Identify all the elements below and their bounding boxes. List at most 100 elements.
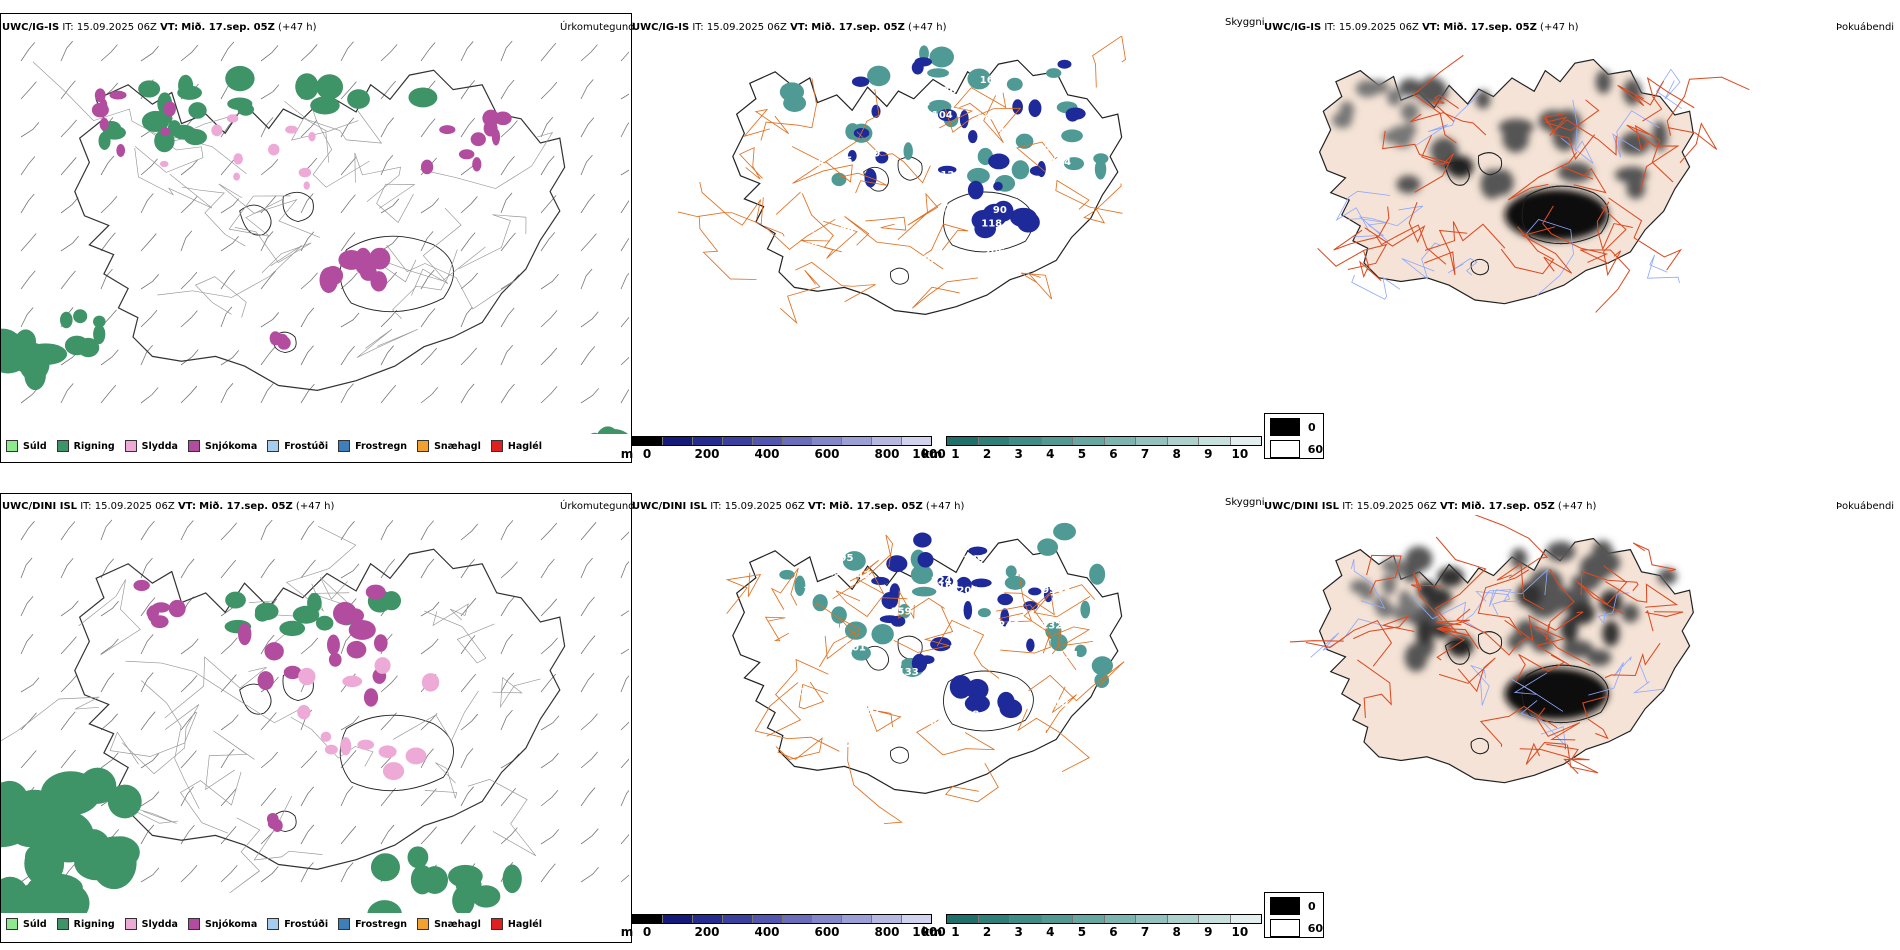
road-line xyxy=(865,216,907,231)
cloudbase-value: 117 xyxy=(862,735,883,746)
road-line xyxy=(1364,201,1426,247)
cloudbase-value: 132 xyxy=(1041,620,1062,631)
cloudbase-value: 701 xyxy=(943,204,964,215)
road-line xyxy=(1546,743,1590,775)
fog-legend-row: 0 xyxy=(1265,418,1323,436)
precip-area xyxy=(919,45,929,62)
road-line xyxy=(798,681,829,710)
precip-area xyxy=(470,132,486,147)
precip-area xyxy=(1626,178,1646,200)
legend-swatch xyxy=(490,918,503,930)
wind-barb xyxy=(100,155,115,176)
colorbar-tick-label: 200 xyxy=(694,447,720,461)
wind-barb xyxy=(460,635,476,655)
precip-area xyxy=(324,744,338,755)
cloudbase-value: 191 xyxy=(1058,650,1079,661)
glacier-outline xyxy=(239,204,272,236)
precip-area xyxy=(1,332,26,367)
colorbar-cell xyxy=(782,437,813,445)
cloudbase-value: 101 xyxy=(845,642,866,653)
precip-area xyxy=(298,167,312,178)
cloudbase-value: 205 xyxy=(957,586,978,597)
precip-area xyxy=(93,324,106,345)
cloudbase-value: 118 xyxy=(981,218,1002,229)
road-line xyxy=(311,577,354,608)
wind-barb xyxy=(180,864,198,883)
glacier-outline xyxy=(339,235,454,313)
precip-area xyxy=(1621,603,1640,623)
precip-area xyxy=(267,817,281,830)
legend-item: Snjókoma xyxy=(187,918,257,930)
cloudbase-value: 203 xyxy=(1035,566,1056,577)
road-line xyxy=(1507,152,1578,201)
precip-area xyxy=(1011,160,1030,180)
precip-area xyxy=(1376,602,1396,618)
cloudbase-value: 99 xyxy=(1042,585,1056,596)
precip-area xyxy=(347,89,370,109)
wind-barb xyxy=(100,519,113,541)
fog-core xyxy=(1446,155,1474,178)
colorbar-cell xyxy=(1073,915,1105,923)
road-line xyxy=(814,602,862,668)
fog-legend-row: 0 xyxy=(1265,897,1323,915)
precip-area xyxy=(328,652,342,667)
wind-barb xyxy=(460,383,475,404)
wind-barb xyxy=(500,596,515,617)
road-line xyxy=(1350,559,1386,609)
colorbar-tick-label: 1000 xyxy=(912,925,946,939)
cloudbase-value: 104 xyxy=(1050,157,1071,168)
precip-area xyxy=(1538,585,1573,613)
precip-area xyxy=(420,159,434,175)
wind-barb xyxy=(540,232,556,252)
road-line xyxy=(458,214,527,270)
precip-area xyxy=(152,602,170,613)
iceland-map xyxy=(1290,515,1694,784)
offshore-precip xyxy=(1,767,522,913)
wind-barb xyxy=(20,557,33,579)
wind-barb xyxy=(60,119,77,138)
cloudbase-value: 64 xyxy=(850,714,864,725)
wind-barb xyxy=(20,81,37,100)
wind-barb xyxy=(180,786,194,807)
road-line xyxy=(1597,592,1630,625)
precip-area xyxy=(315,615,334,631)
wind-barb xyxy=(180,558,195,579)
wind-barb xyxy=(260,117,274,138)
cloudbase-value: 93 xyxy=(862,239,876,250)
wind-barb xyxy=(540,673,557,693)
wind-barb xyxy=(60,674,78,693)
road-line xyxy=(832,534,893,600)
precip-area xyxy=(599,428,628,434)
precip-area xyxy=(268,143,280,156)
wind-barb xyxy=(300,786,315,807)
fog-core xyxy=(1504,668,1609,720)
wind-barb xyxy=(220,714,239,731)
wind-barb xyxy=(580,154,593,176)
precip-area xyxy=(1387,88,1402,106)
colorbar-unit: km xyxy=(921,447,943,461)
precip-area xyxy=(971,578,992,588)
precip-area xyxy=(374,657,391,674)
legend-swatch xyxy=(417,918,430,930)
visibility-colorbar: km 1 2 3 4 5 6 7 8 9 10 xyxy=(922,914,1262,939)
wind-barb xyxy=(300,637,319,655)
road-line xyxy=(1347,218,1387,238)
colorbar-tick-label: 8 xyxy=(1172,925,1181,939)
cloudbase-value: 31 xyxy=(964,259,978,270)
precip-area xyxy=(227,97,253,111)
colorbar-tick-label: 3 xyxy=(1014,925,1023,939)
wind-barb xyxy=(180,824,195,845)
road-line xyxy=(285,525,357,612)
cloudbase-value: 136 xyxy=(981,714,1002,725)
wind-barb xyxy=(340,786,354,807)
colorbar-cell xyxy=(722,915,753,923)
precip-area xyxy=(1026,638,1035,652)
precip-area xyxy=(794,575,806,597)
precip-area xyxy=(226,114,239,123)
precip-area xyxy=(871,576,890,586)
wind-barb xyxy=(60,749,76,769)
wind-barb xyxy=(460,523,479,541)
wind-barb xyxy=(580,672,595,693)
colorbar-tick-label: 4 xyxy=(1046,447,1055,461)
wind-barb xyxy=(20,712,37,731)
